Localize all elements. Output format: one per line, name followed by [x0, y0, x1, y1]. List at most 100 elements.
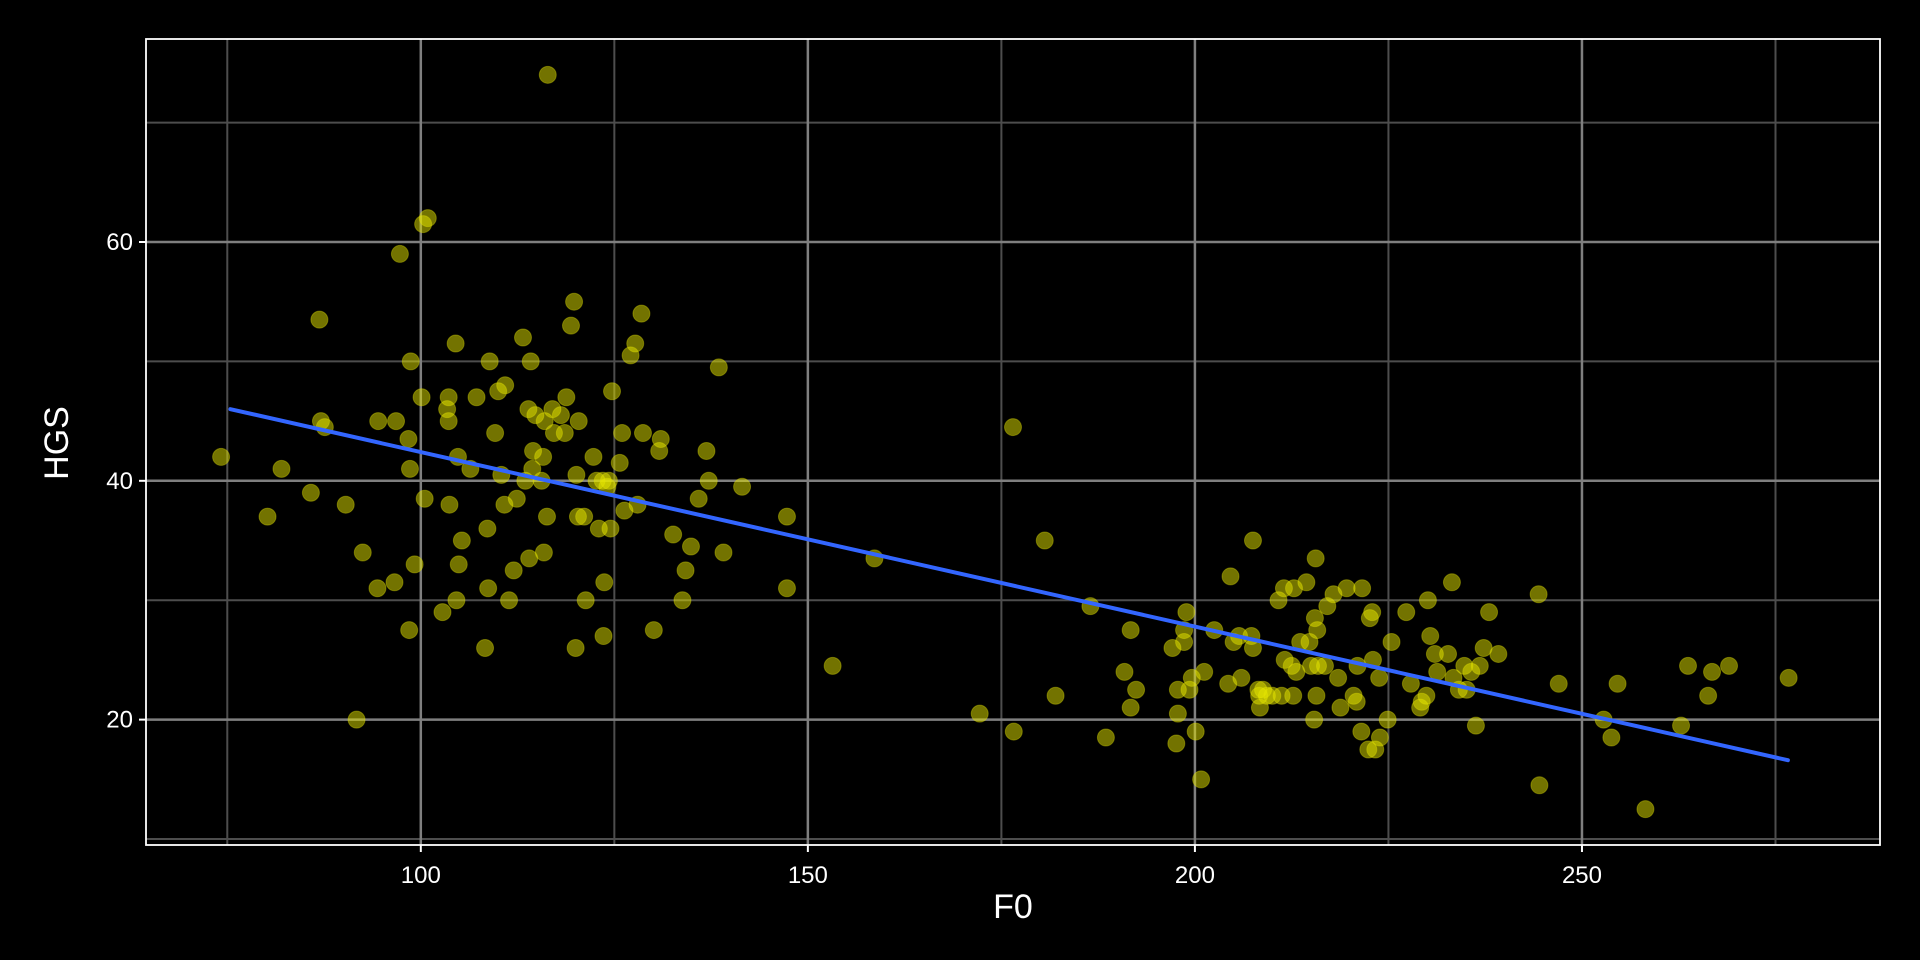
data-point [1720, 656, 1739, 675]
data-point [418, 209, 437, 228]
data-point [447, 591, 466, 610]
data-point [555, 424, 574, 443]
data-point [480, 352, 499, 371]
trend-line [228, 407, 1790, 763]
data-point [594, 627, 613, 646]
data-point [1096, 728, 1115, 747]
plot-panel-border [145, 38, 1881, 846]
data-point [387, 412, 406, 431]
data-point [557, 388, 576, 407]
data-point [1195, 662, 1214, 681]
data-point [538, 65, 557, 84]
y-axis-title: HGS [38, 406, 76, 480]
data-point [1370, 668, 1389, 687]
data-point [1382, 633, 1401, 652]
data-point [399, 430, 418, 449]
data-point [565, 292, 584, 311]
data-point [569, 412, 588, 431]
data-point [595, 573, 614, 592]
trend-line-group [228, 407, 1790, 763]
data-point [1035, 531, 1054, 550]
data-point [412, 388, 431, 407]
axes: 100 150 200 250 20 40 60 [106, 229, 1602, 889]
data-point [1779, 668, 1798, 687]
data-point [1442, 573, 1461, 592]
x-tick-label: 150 [788, 862, 828, 889]
data-point [575, 507, 594, 526]
data-point [1331, 698, 1350, 717]
data-point [272, 459, 291, 478]
data-point [1046, 686, 1065, 705]
data-point [1352, 722, 1371, 741]
data-point [1608, 674, 1627, 693]
data-point [566, 638, 585, 657]
data-point [1347, 692, 1366, 711]
data-point [1297, 573, 1316, 592]
data-point [467, 388, 486, 407]
data-point [1168, 704, 1187, 723]
data-point [733, 477, 752, 496]
data-point [1221, 567, 1240, 586]
data-point [1418, 591, 1437, 610]
data-point [1127, 680, 1146, 699]
data-point [496, 376, 515, 395]
data-point [446, 334, 465, 353]
data-point [1417, 686, 1436, 705]
data-point [534, 447, 553, 466]
data-point [310, 310, 329, 329]
data-point [1679, 656, 1698, 675]
data-point [1530, 776, 1549, 795]
data-point [353, 543, 372, 562]
data-point [709, 358, 728, 377]
data-point [644, 621, 663, 640]
data-point [1636, 800, 1655, 819]
data-point [699, 471, 718, 490]
data-point [823, 656, 842, 675]
data-point [449, 555, 468, 574]
data-point [777, 579, 796, 598]
data-points [212, 65, 1798, 819]
data-point [476, 638, 495, 657]
data-point [1175, 633, 1194, 652]
data-point [385, 573, 404, 592]
data-point [415, 489, 434, 508]
data-point [1439, 644, 1458, 663]
data-point [714, 543, 733, 562]
data-point [1672, 716, 1691, 735]
data-point [439, 388, 458, 407]
data-point [401, 352, 420, 371]
y-tick-label: 20 [106, 707, 133, 734]
data-point [400, 459, 419, 478]
data-point [258, 507, 277, 526]
data-point [1121, 698, 1140, 717]
data-point [676, 561, 695, 580]
y-tick-label: 60 [106, 229, 133, 256]
data-point [452, 531, 471, 550]
data-point [1284, 686, 1303, 705]
data-point [1397, 603, 1416, 622]
data-point [513, 328, 532, 347]
data-point [478, 519, 497, 538]
data-point [439, 412, 458, 431]
data-point [1489, 644, 1508, 663]
data-point [613, 424, 632, 443]
x-tick-label: 250 [1562, 862, 1602, 889]
y-tick-label: 40 [106, 468, 133, 495]
data-point [369, 412, 388, 431]
data-point [576, 591, 595, 610]
data-point [537, 507, 556, 526]
data-point [777, 507, 796, 526]
data-point [632, 304, 651, 323]
data-point [1363, 603, 1382, 622]
data-point [1305, 710, 1324, 729]
data-point [1192, 770, 1211, 789]
data-point [1186, 722, 1205, 741]
data-point [440, 495, 459, 514]
data-point [1466, 716, 1485, 735]
data-point [626, 334, 645, 353]
data-point [521, 352, 540, 371]
data-point [400, 621, 419, 640]
data-point [1167, 734, 1186, 753]
data-point [601, 519, 620, 538]
